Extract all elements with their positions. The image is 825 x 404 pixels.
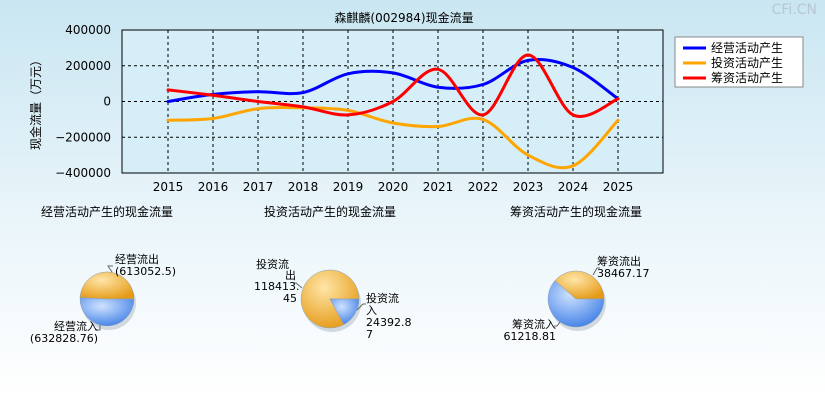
series-line-2 — [166, 53, 620, 118]
x-tick-label: 2021 — [423, 180, 454, 194]
pie-2-outflow-value-b: 45 — [283, 292, 297, 305]
pie-2-outflow-value-a: 118413. — [254, 280, 300, 293]
pie-3-slice-outflow — [554, 270, 605, 300]
x-tick-label: 2022 — [468, 180, 499, 194]
pie-1-slice-inflow — [79, 297, 135, 327]
pie-3-outflow-label: 筹资流出 — [597, 254, 641, 268]
x-tick-label: 2025 — [603, 180, 634, 194]
y-tick-label: −200000 — [55, 130, 111, 144]
pie-3-inflow-value: 61218.81 — [504, 330, 557, 343]
pie-2-outflow-label-a: 投资流 — [256, 257, 289, 271]
pie-1-outflow-label: 经营流出 — [115, 252, 159, 266]
pie-2-inflow-value-b: 7 — [366, 328, 373, 341]
legend-label-0: 经营活动产生 — [711, 41, 783, 55]
x-tick-label: 2024 — [558, 180, 589, 194]
x-tick-labels: 2015 2016 2017 2018 2019 2020 2021 2022 2023 2024… — [153, 180, 634, 194]
pie-1-outflow-value: (613052.5) — [115, 265, 176, 278]
pie-2-inflow-value-a: 24392.8 — [366, 316, 412, 329]
pie-3-leader-outflow — [592, 267, 600, 276]
x-tick-label: 2019 — [333, 180, 364, 194]
pie-2-leader-outflow — [293, 282, 303, 289]
y-axis-label: 现金流量（万元） — [28, 54, 43, 150]
pie-1-leader-inflow — [95, 325, 101, 331]
x-tick-label: 2015 — [153, 180, 184, 194]
pie-3-title: 筹资活动产生的现金流量 — [510, 204, 642, 219]
pie-3-leader-inflow — [554, 321, 561, 327]
pie-3-outflow-value: 38467.17 — [597, 267, 650, 280]
pie-1-title: 经营活动产生的现金流量 — [41, 204, 173, 219]
legend-label-2: 筹资活动产生 — [711, 71, 783, 85]
series-lines — [166, 53, 620, 170]
y-tick-label: 200000 — [65, 59, 111, 73]
y-tick-label: 400000 — [65, 23, 111, 37]
pie-2-leader-inflow — [356, 303, 366, 311]
pie-1-inflow-value: (632828.76) — [30, 332, 98, 345]
pie-2-slice-inflow — [329, 298, 360, 325]
pie-2-inflow-label-a: 投资流 — [366, 291, 399, 305]
x-tick-label: 2018 — [288, 180, 319, 194]
y-tick-label: 0 — [103, 95, 111, 109]
pie-2-title: 投资活动产生的现金流量 — [264, 204, 396, 219]
legend-label-1: 投资活动产生 — [711, 55, 783, 70]
pie-1-labels: 经营流出 (613052.5) 经营流入 (632828.76) — [30, 252, 176, 345]
pie-2-labels: 投资流 出 118413. 45 投资流 入 24392.8 7 — [254, 257, 412, 341]
pie-3-slice-inflow — [547, 280, 605, 328]
pie-3-inflow-label: 筹资流入 — [512, 317, 556, 331]
x-tick-label: 2017 — [243, 180, 274, 194]
watermark: CFi.CN — [771, 2, 817, 18]
pie-2-inflow-label-b: 入 — [366, 304, 377, 317]
x-tick-label: 2016 — [198, 180, 229, 194]
series-line-0 — [166, 57, 620, 103]
pie-1-inflow-label: 经营流入 — [54, 319, 98, 333]
y-tick-labels: 400000 200000 0 −200000 −400000 — [55, 23, 111, 180]
pie-1-slice-outflow — [79, 271, 135, 300]
x-tick-label: 2020 — [378, 180, 409, 194]
x-tick-label: 2023 — [513, 180, 544, 194]
line-chart-title: 森麒麟(002984)现金流量 — [334, 10, 473, 25]
pie-2-outflow-label-b: 出 — [285, 268, 296, 282]
pie-charts — [79, 269, 606, 332]
pie-1-leader-outflow — [107, 265, 113, 273]
series-line-1 — [166, 105, 620, 170]
y-tick-label: −400000 — [55, 166, 111, 180]
pie-3-labels: 筹资流出 38467.17 筹资流入 61218.81 — [504, 254, 650, 343]
